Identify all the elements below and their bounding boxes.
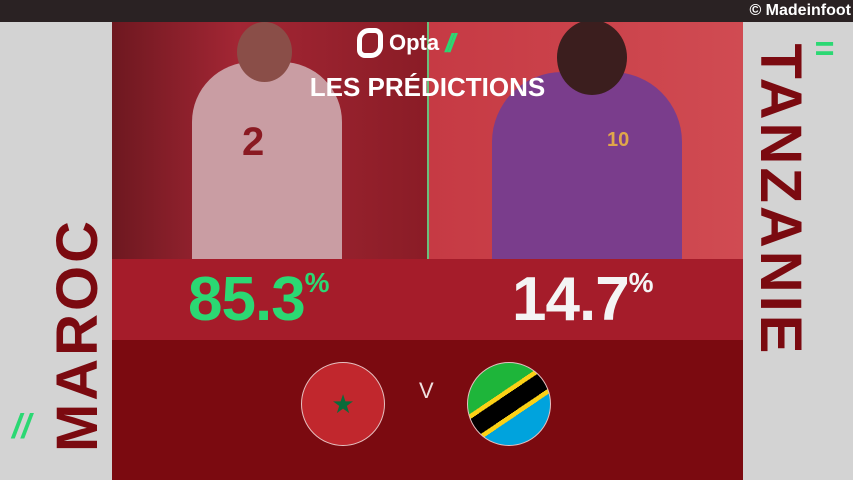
brand-name: Opta	[389, 30, 440, 55]
page-title: LES PRÉDICTIONS	[309, 72, 546, 102]
players-photo: 2 10 Opta // LES PRÉDICTIONS	[112, 22, 743, 259]
left-panel: //	[0, 0, 112, 480]
opta-slash-mark: //	[12, 408, 31, 446]
divider	[427, 22, 429, 259]
versus: V	[419, 378, 434, 403]
slash-icon: //	[445, 28, 456, 58]
opta-slash-mark: =	[814, 30, 834, 68]
home-shirt-number: 2	[242, 120, 265, 164]
away-player-head	[557, 22, 627, 95]
tanzania-flag-icon	[467, 362, 551, 446]
flags-section: ★ V	[112, 340, 743, 480]
morocco-flag-icon: ★	[301, 362, 385, 446]
credit: © Madeinfoot	[749, 2, 851, 19]
away-shirt-number: 10	[607, 129, 630, 151]
probability-band: 85.3% 14.7%	[112, 259, 743, 340]
right-panel: =	[743, 0, 853, 480]
away-player: 10	[492, 22, 682, 259]
home-probability: 85.3%	[188, 265, 330, 334]
away-team-name: TANZANIE	[748, 43, 813, 357]
opta-logo-icon	[357, 28, 383, 58]
home-player: 2	[192, 22, 342, 259]
away-probability: 14.7%	[512, 265, 654, 334]
home-player-head	[237, 22, 292, 82]
opta-logo: Opta //	[357, 28, 456, 58]
top-bar: © Madeinfoot	[0, 0, 853, 22]
home-team-name: MAROC	[45, 217, 110, 453]
